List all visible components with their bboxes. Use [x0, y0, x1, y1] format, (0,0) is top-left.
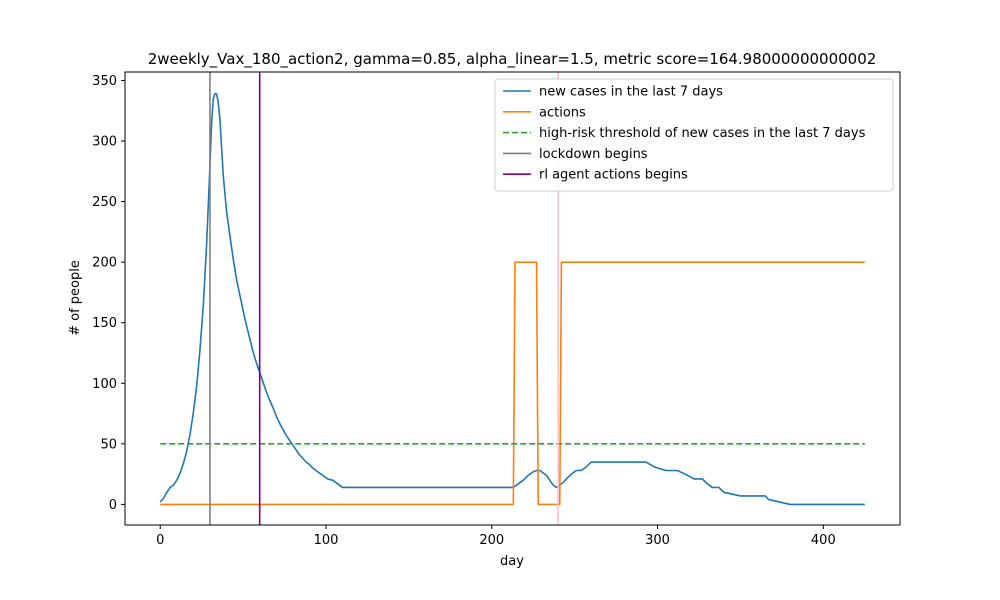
x-axis-label: day [500, 554, 524, 569]
plot-area [159, 72, 865, 525]
y-tick-label-4: 200 [92, 256, 117, 271]
x-tick-label-2: 200 [479, 533, 504, 548]
legend-box [494, 78, 894, 192]
x-tick-label-4: 400 [811, 533, 836, 548]
y-tick-label-2: 100 [92, 377, 117, 392]
chart-title: 2weekly_Vax_180_action2, gamma=0.85, alp… [148, 50, 877, 69]
plot-frame [124, 71, 901, 526]
y-tick-label-3: 150 [92, 316, 117, 331]
series-line-0 [159, 93, 865, 506]
x-tick-label-1: 100 [314, 533, 339, 548]
y-tick-label-5: 250 [92, 195, 117, 210]
y-tick-label-7: 350 [92, 74, 117, 89]
legend-entry-0: new cases in the last 7 days [539, 85, 723, 100]
x-tick-label-3: 300 [645, 533, 670, 548]
legend-entry-4: rl agent actions begins [539, 168, 688, 183]
axis-ticks: 0 100 200 300 400 0 50 100 150 200 250 300 350 [92, 74, 836, 548]
legend-entry-1: actions [539, 105, 586, 120]
y-tick-label-0: 0 [109, 498, 117, 513]
y-tick-label-1: 50 [100, 437, 117, 452]
legend-entry-3: lockdown begins [539, 147, 648, 162]
legend: new cases in the last 7 days actions high-… [494, 78, 894, 192]
y-axis-label: # of people [68, 260, 83, 336]
legend-entry-2: high-risk threshold of new cases in the … [539, 126, 866, 141]
y-tick-label-6: 300 [92, 135, 117, 150]
series-line-1 [160, 261, 865, 506]
x-tick-label-0: 0 [156, 533, 164, 548]
